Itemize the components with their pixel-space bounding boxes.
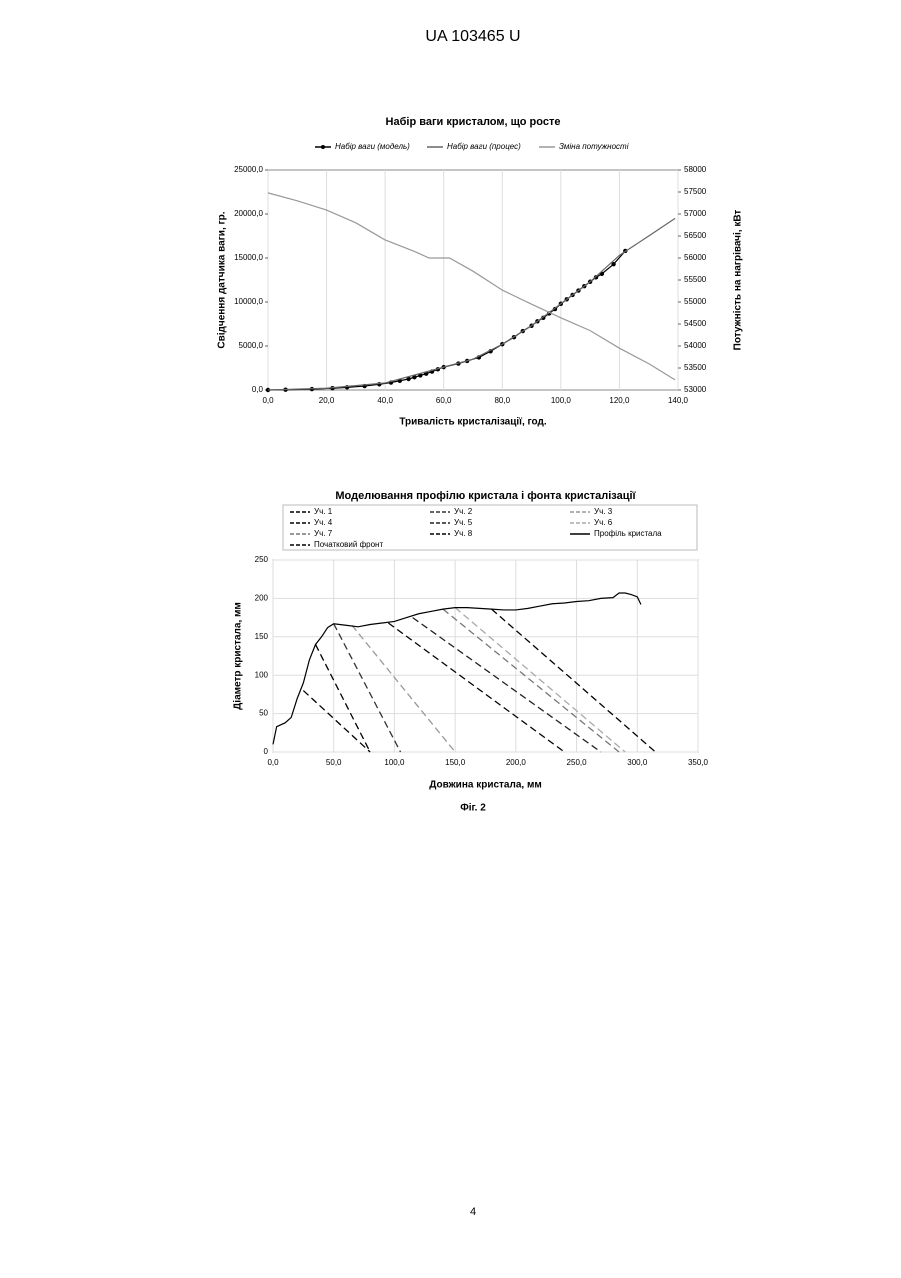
y-tick-label: 5000,0 <box>239 341 264 350</box>
y2-axis-label: Потужність на нагрівачі, кВт <box>733 210 744 351</box>
legend-label: Профіль кристала <box>594 529 662 538</box>
x-tick-label: 100,0 <box>384 758 405 767</box>
legend-label: Уч. 3 <box>594 507 613 516</box>
legend-label: Набір ваги (процес) <box>447 142 521 151</box>
legend-label: Уч. 7 <box>314 529 333 538</box>
y2-tick-label: 56000 <box>684 253 707 262</box>
legend-label: Уч. 5 <box>454 518 473 527</box>
x-axis-label: Тривалість кристалізації, год. <box>399 417 547 428</box>
figure-caption: Фіг. 2 <box>460 803 486 814</box>
x-tick-label: 140,0 <box>668 396 689 405</box>
x-axis-label: Довжина кристала, мм <box>429 780 542 791</box>
x-tick-label: 60,0 <box>436 396 452 405</box>
x-tick-label: 200,0 <box>506 758 527 767</box>
x-tick-label: 50,0 <box>326 758 342 767</box>
y-tick-label: 0 <box>264 747 269 756</box>
header: UA 103465 U <box>425 28 520 45</box>
y2-tick-label: 53500 <box>684 363 707 372</box>
page: UA 103465 U Фіг. 2 4 Набір ваги кристало… <box>0 0 901 1273</box>
y-tick-label: 25000,0 <box>234 165 263 174</box>
x-tick-label: 20,0 <box>319 396 335 405</box>
chart-title: Моделювання профілю кристала і фонта кри… <box>335 490 636 502</box>
y-tick-label: 50 <box>259 709 268 718</box>
y-tick-label: 200 <box>255 594 269 603</box>
y2-tick-label: 57000 <box>684 209 707 218</box>
legend-marker <box>321 145 325 149</box>
legend-label: Уч. 4 <box>314 518 333 527</box>
x-tick-label: 150,0 <box>445 758 466 767</box>
y2-tick-label: 54000 <box>684 341 707 350</box>
y-tick-label: 150 <box>255 632 269 641</box>
y2-tick-label: 55500 <box>684 275 707 284</box>
chart-title: Набір ваги кристалом, що росте <box>386 116 561 128</box>
marker <box>377 382 381 386</box>
legend-label: Уч. 8 <box>454 529 473 538</box>
legend-label: Уч. 1 <box>314 507 333 516</box>
x-tick-label: 40,0 <box>377 396 393 405</box>
legend-label: Уч. 6 <box>594 518 613 527</box>
y2-tick-label: 54500 <box>684 319 707 328</box>
x-tick-label: 300,0 <box>627 758 648 767</box>
y2-tick-label: 56500 <box>684 231 707 240</box>
y2-tick-label: 53000 <box>684 385 707 394</box>
legend-label: Зміна потужності <box>559 142 629 151</box>
y-tick-label: 250 <box>255 555 269 564</box>
legend-label: Набір ваги (модель) <box>335 142 410 151</box>
y2-tick-label: 58000 <box>684 165 707 174</box>
x-tick-label: 80,0 <box>494 396 510 405</box>
x-tick-label: 100,0 <box>551 396 572 405</box>
y-axis-label: Діаметр кристала, мм <box>233 602 244 710</box>
y-tick-label: 0,0 <box>252 385 264 394</box>
x-tick-label: 120,0 <box>609 396 630 405</box>
y-tick-label: 10000,0 <box>234 297 263 306</box>
y-tick-label: 15000,0 <box>234 253 263 262</box>
x-tick-label: 0,0 <box>262 396 274 405</box>
y-axis-label: Свідчення датчика ваги, гр. <box>217 211 228 348</box>
y-tick-label: 100 <box>255 670 269 679</box>
y2-tick-label: 57500 <box>684 187 707 196</box>
legend-label: Уч. 2 <box>454 507 473 516</box>
x-tick-label: 250,0 <box>567 758 588 767</box>
x-tick-label: 350,0 <box>688 758 709 767</box>
y-tick-label: 20000,0 <box>234 209 263 218</box>
x-tick-label: 0,0 <box>267 758 279 767</box>
y2-tick-label: 55000 <box>684 297 707 306</box>
legend-label: Початковий фронт <box>314 540 383 549</box>
page-number: 4 <box>470 1206 476 1218</box>
